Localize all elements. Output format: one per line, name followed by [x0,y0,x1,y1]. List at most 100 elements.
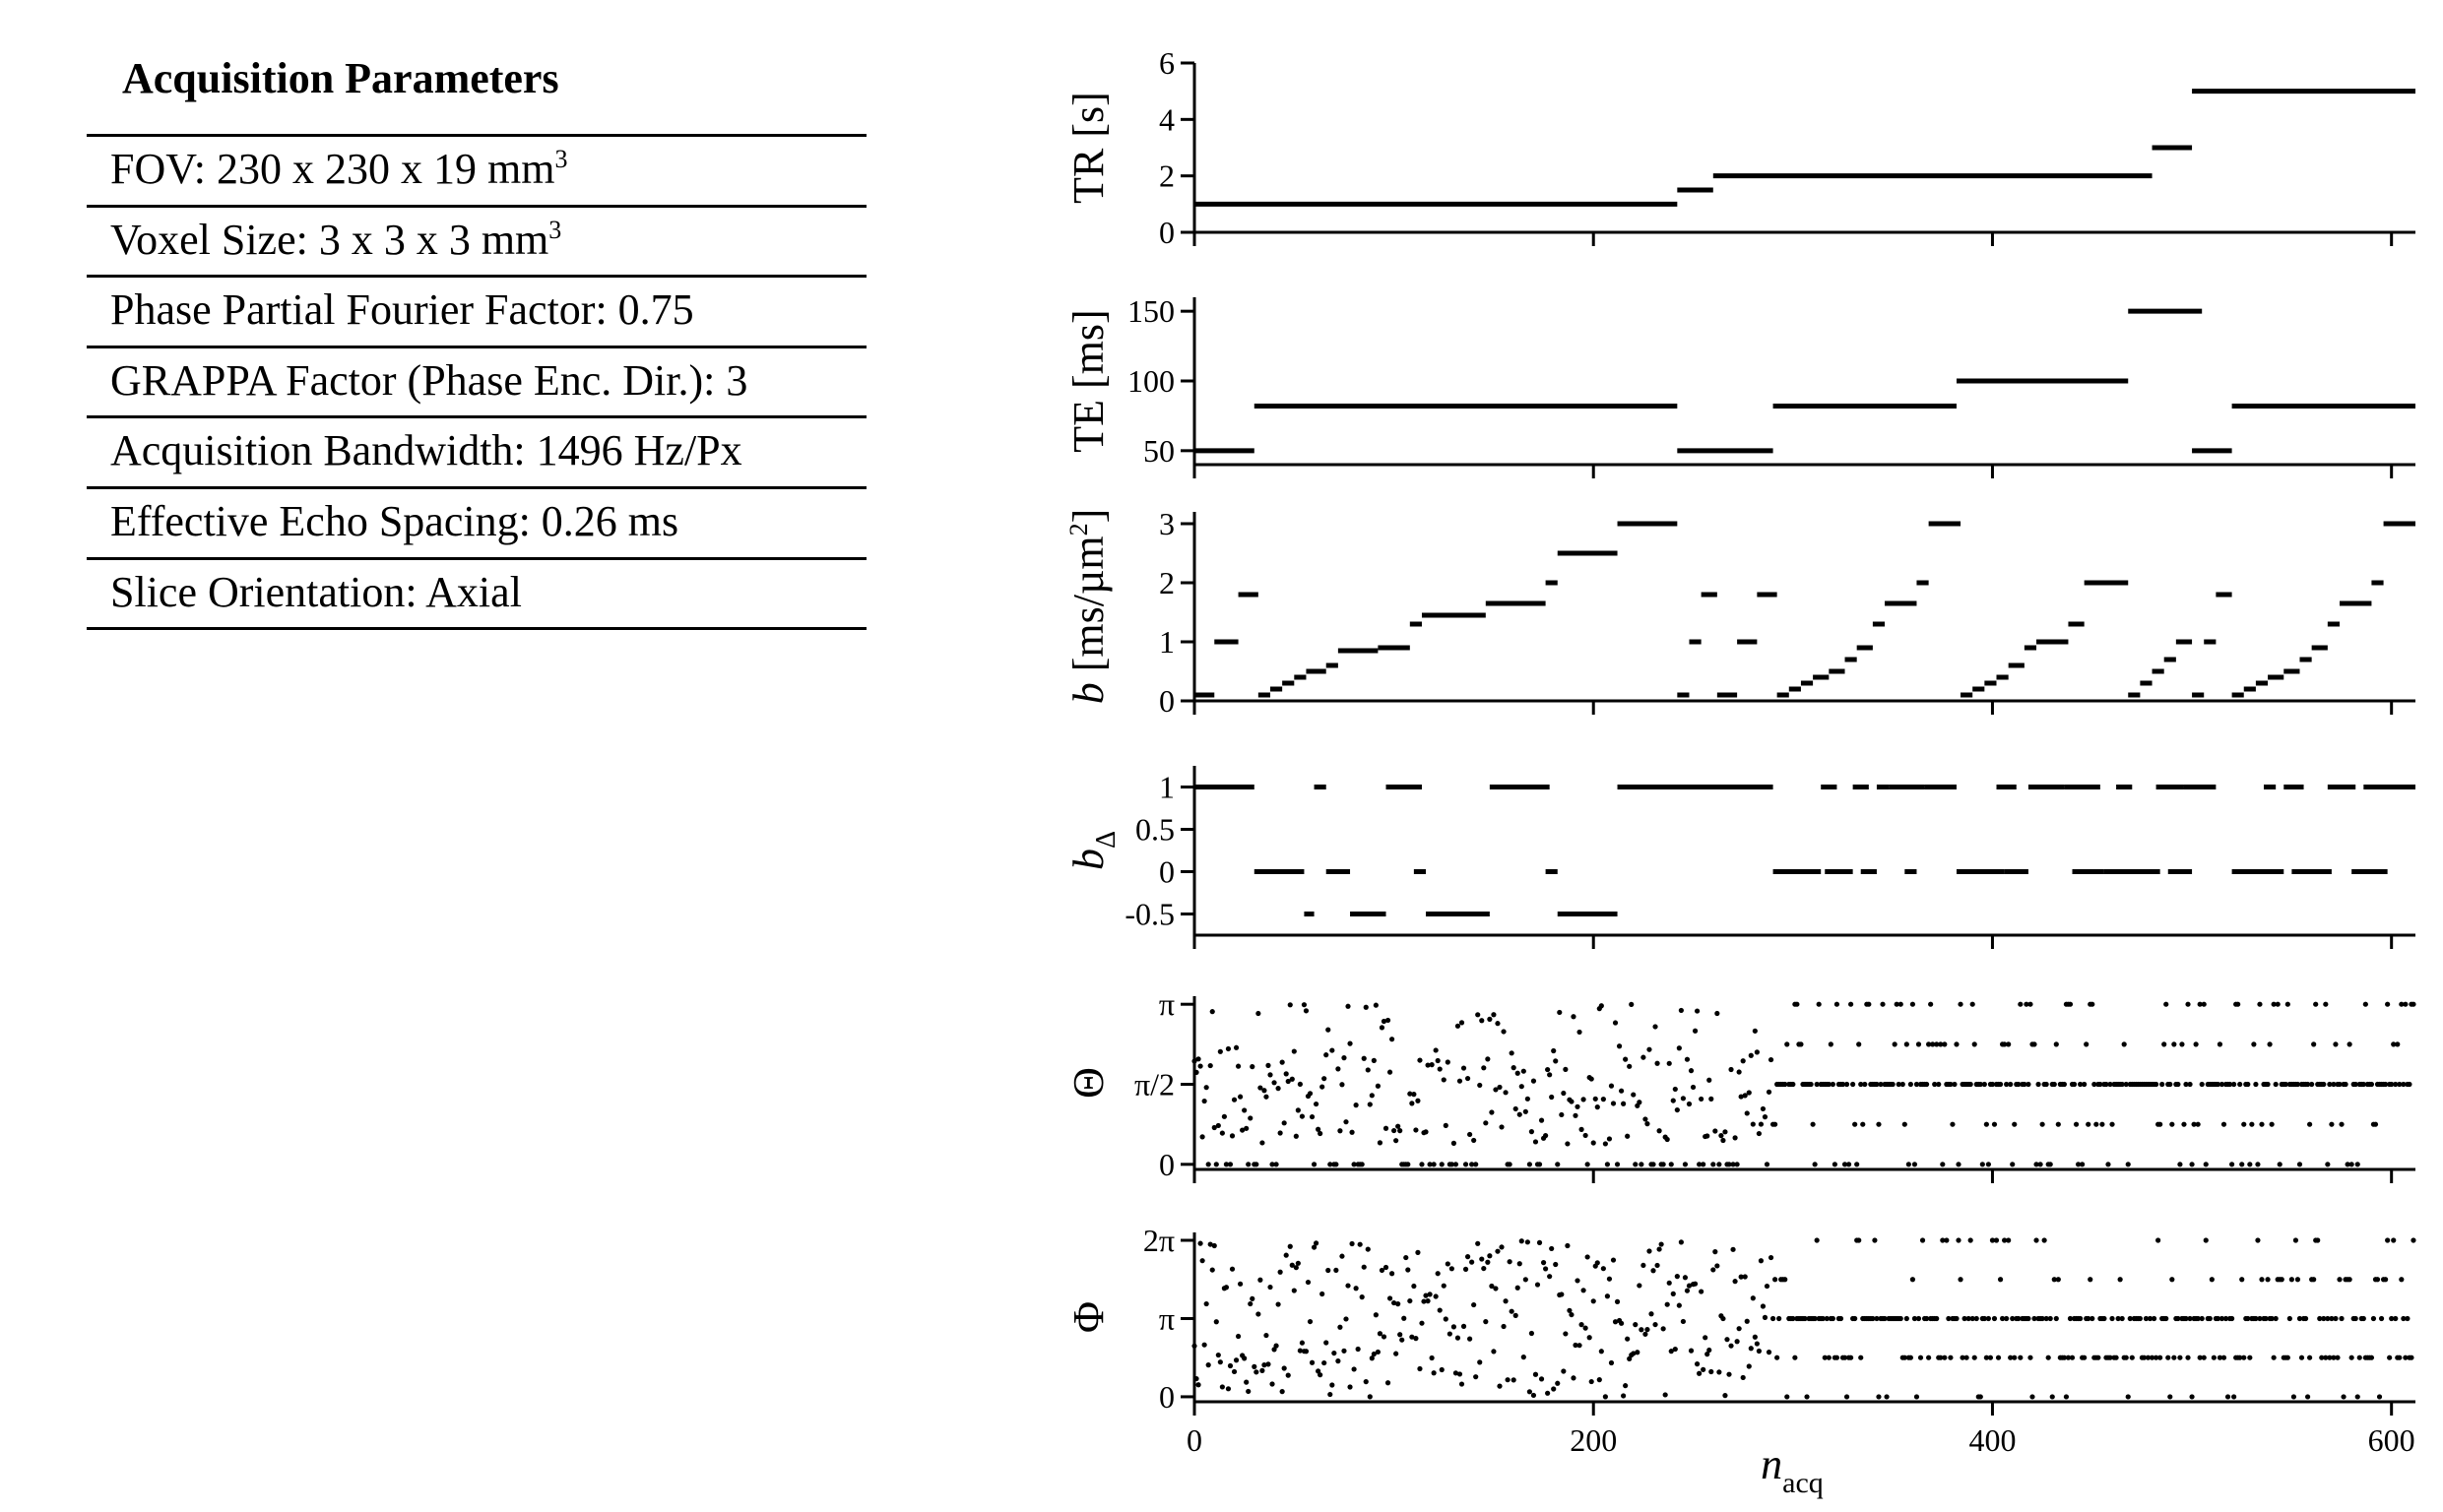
data-point [1559,1292,1565,1297]
data-point [1271,1347,1277,1353]
data-point [1441,1077,1447,1083]
data-point [1744,1318,1750,1324]
data-point [1443,1122,1448,1128]
data-point [1397,1128,1403,1134]
data-point [2075,1162,2082,1167]
data-point [1604,1293,1611,1299]
data-point [1774,1354,1780,1360]
data-point [1516,1261,1522,1267]
data-point [1295,1107,1301,1113]
data-point [1934,1041,1940,1047]
data-point [1309,1359,1316,1365]
data-point [1672,1086,1678,1093]
data-point [1371,1351,1377,1357]
data-point [1716,1162,1722,1167]
data-point [1429,1354,1435,1361]
data-point [1219,1384,1225,1390]
data-point [1263,1332,1269,1339]
data-point [1938,1354,1944,1360]
data-point [1736,1326,1742,1332]
data-point [2397,1081,2403,1088]
data-point [1327,1162,1333,1167]
data-point [1956,1162,1961,1167]
data-point [1447,1331,1452,1337]
data-point [2043,1081,2049,1088]
data-point [1452,1370,1459,1376]
data-point [1369,1093,1375,1099]
data-point [1909,1001,1916,1007]
data-point [1309,1113,1316,1120]
data-point [1223,1285,1230,1291]
data-point [2401,1081,2407,1088]
data-point [1722,1393,1728,1399]
data-point [1259,1367,1265,1373]
data-point [2187,1081,2193,1088]
data-point [1316,1126,1321,1132]
data-point [1495,1248,1501,1254]
data-point [1512,1105,1518,1112]
data-point [1760,1105,1767,1112]
data-point [1674,1274,1680,1280]
data-point [2031,1041,2037,1047]
data-point [1732,1135,1738,1141]
data-point [2061,1081,2067,1088]
data-point [2167,1081,2173,1088]
data-point [2199,1081,2205,1088]
data-point [1752,1334,1758,1340]
data-point [1726,1371,1732,1377]
data-point [1327,1391,1333,1398]
data-point [1606,1136,1613,1142]
data-point [1516,1111,1522,1117]
data-point [1730,1246,1736,1252]
data-point [2123,1354,2129,1360]
data-point [2231,1081,2237,1088]
data-point [2271,1354,2277,1360]
data-point [1318,1130,1323,1137]
data-point [1588,1378,1594,1385]
data-point [2115,1315,2121,1322]
data-point [1639,1162,1644,1167]
data-point [1345,1283,1351,1289]
data-point [2389,1315,2395,1322]
data-point [1437,1307,1443,1313]
data-point [1403,1254,1409,1261]
data-point [1323,1340,1329,1346]
data-point [1932,1081,1938,1088]
data-point [2224,1394,2231,1400]
data-point [2183,1315,2189,1322]
data-point [1559,1111,1565,1118]
data-point [1716,1369,1722,1375]
data-point [1514,1070,1520,1076]
data-point [1942,1354,1948,1360]
data-point [2315,1237,2321,1243]
data-point [2265,1277,2271,1283]
data-point [2239,1162,2245,1167]
data-point [1514,1285,1520,1291]
data-point [1273,1343,1279,1349]
data-point [2006,1041,2012,1047]
data-point [2018,1354,2024,1360]
data-point [1458,1020,1465,1026]
data-point [1401,1315,1407,1321]
data-point [2055,1121,2061,1127]
data-point [1808,1081,1814,1088]
data-point [2179,1041,2185,1047]
data-point [2337,1081,2343,1088]
data-point [1551,1386,1557,1392]
data-point [1229,1266,1236,1272]
data-point [1489,1283,1495,1290]
data-point [2082,1081,2088,1088]
data-point [1435,1271,1441,1277]
data-point [2263,1315,2269,1322]
data-point [1732,1279,1738,1285]
data-point [2129,1354,2135,1360]
data-point [1848,1001,1854,1007]
data-point [2107,1081,2113,1088]
data-point [2039,1121,2045,1127]
data-point [2183,1081,2189,1088]
data-point [2016,1315,2022,1322]
data-point [1999,1315,2006,1322]
data-point [1319,1084,1325,1090]
data-point [1257,1085,1263,1091]
data-point [1452,1162,1459,1167]
